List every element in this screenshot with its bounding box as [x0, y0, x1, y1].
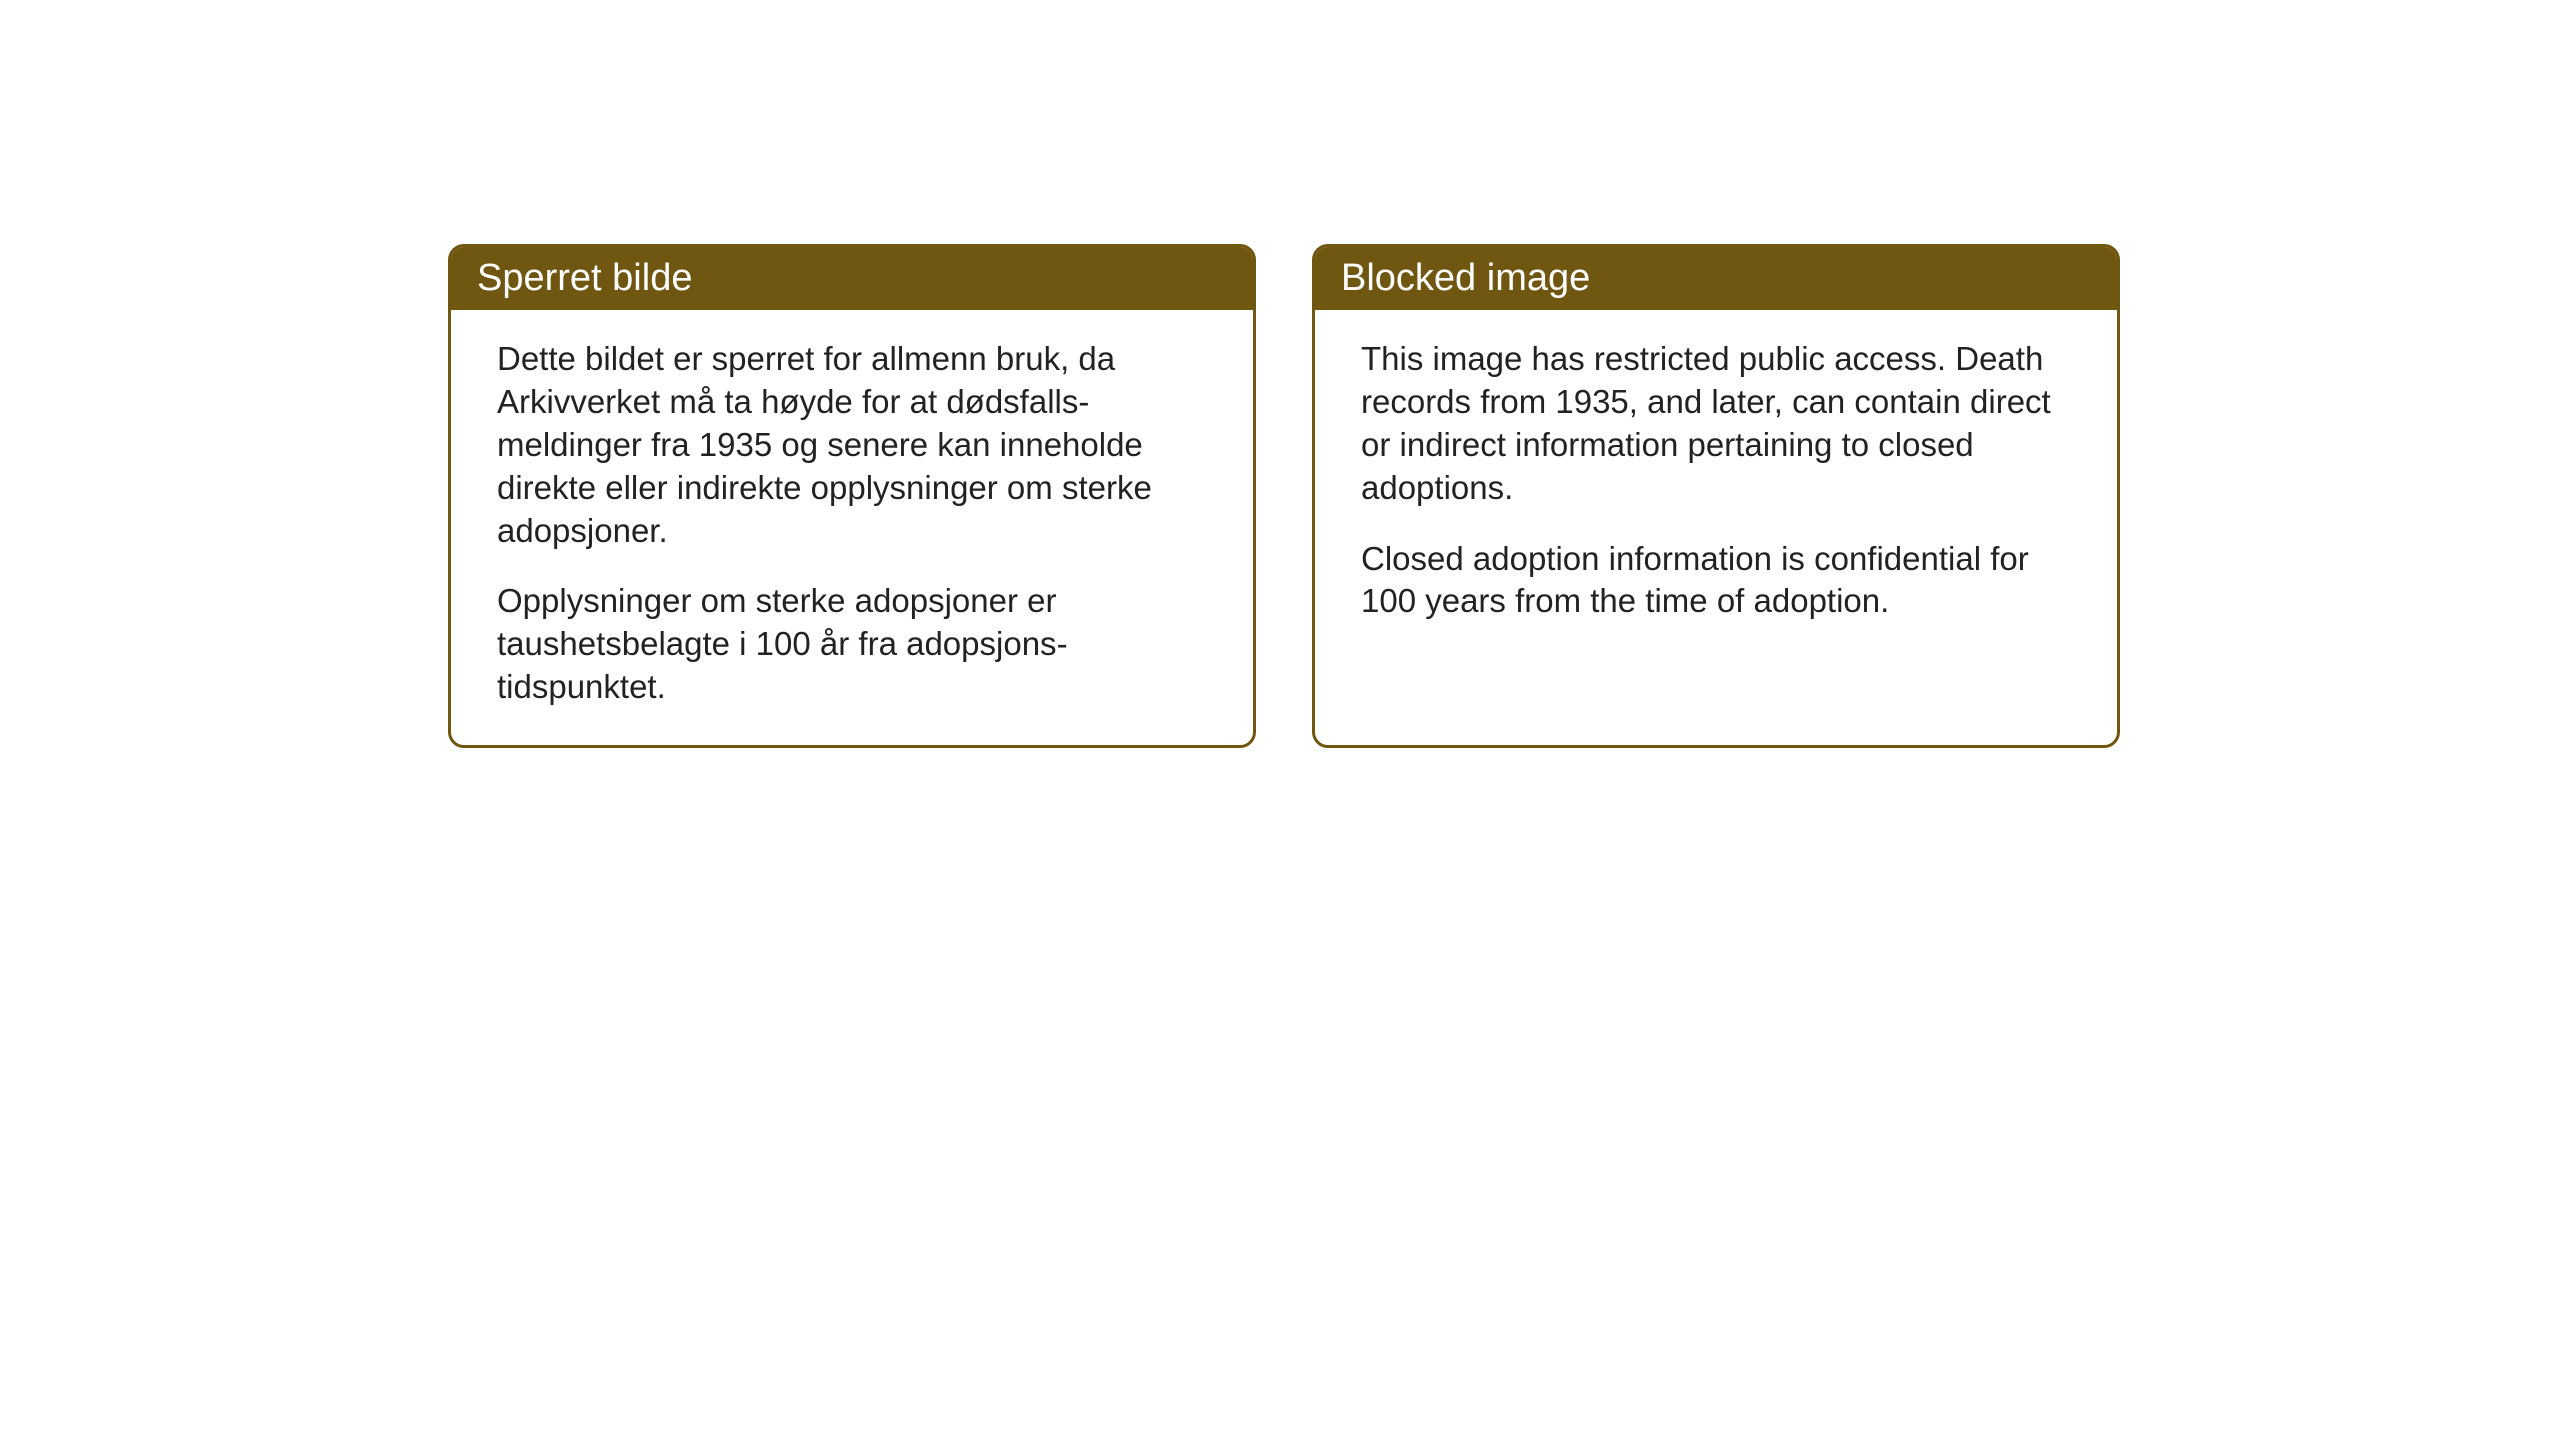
notice-paragraph: Closed adoption information is confident…	[1361, 538, 2071, 624]
notice-card-norwegian: Sperret bilde Dette bildet er sperret fo…	[448, 244, 1256, 748]
notice-header-english: Blocked image	[1315, 247, 2117, 310]
notice-paragraph: This image has restricted public access.…	[1361, 338, 2071, 510]
notice-header-norwegian: Sperret bilde	[451, 247, 1253, 310]
notice-container: Sperret bilde Dette bildet er sperret fo…	[448, 244, 2120, 748]
notice-paragraph: Dette bildet er sperret for allmenn bruk…	[497, 338, 1207, 552]
notice-body-english: This image has restricted public access.…	[1315, 310, 2117, 730]
notice-body-norwegian: Dette bildet er sperret for allmenn bruk…	[451, 310, 1253, 745]
notice-card-english: Blocked image This image has restricted …	[1312, 244, 2120, 748]
notice-paragraph: Opplysninger om sterke adopsjoner er tau…	[497, 580, 1207, 709]
